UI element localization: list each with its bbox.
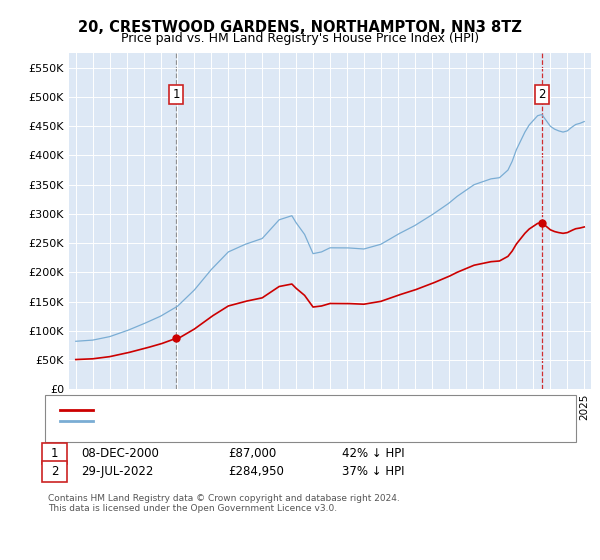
Text: 37% ↓ HPI: 37% ↓ HPI bbox=[342, 465, 404, 478]
Text: 20, CRESTWOOD GARDENS, NORTHAMPTON, NN3 8TZ: 20, CRESTWOOD GARDENS, NORTHAMPTON, NN3 … bbox=[78, 20, 522, 35]
Text: HPI: Average price, detached house, West Northamptonshire: HPI: Average price, detached house, West… bbox=[99, 416, 416, 426]
Text: Contains HM Land Registry data © Crown copyright and database right 2024.
This d: Contains HM Land Registry data © Crown c… bbox=[48, 494, 400, 514]
Text: 29-JUL-2022: 29-JUL-2022 bbox=[81, 465, 154, 478]
Text: 2: 2 bbox=[538, 87, 545, 101]
Text: 42% ↓ HPI: 42% ↓ HPI bbox=[342, 447, 404, 460]
Text: 20, CRESTWOOD GARDENS, NORTHAMPTON, NN3 8TZ (detached house): 20, CRESTWOOD GARDENS, NORTHAMPTON, NN3 … bbox=[99, 405, 476, 415]
Text: Price paid vs. HM Land Registry's House Price Index (HPI): Price paid vs. HM Land Registry's House … bbox=[121, 32, 479, 45]
Text: 1: 1 bbox=[172, 87, 180, 101]
Text: 08-DEC-2000: 08-DEC-2000 bbox=[81, 447, 159, 460]
Text: £87,000: £87,000 bbox=[228, 447, 276, 460]
Text: £284,950: £284,950 bbox=[228, 465, 284, 478]
Text: 1: 1 bbox=[51, 447, 58, 460]
Text: 2: 2 bbox=[51, 465, 58, 478]
